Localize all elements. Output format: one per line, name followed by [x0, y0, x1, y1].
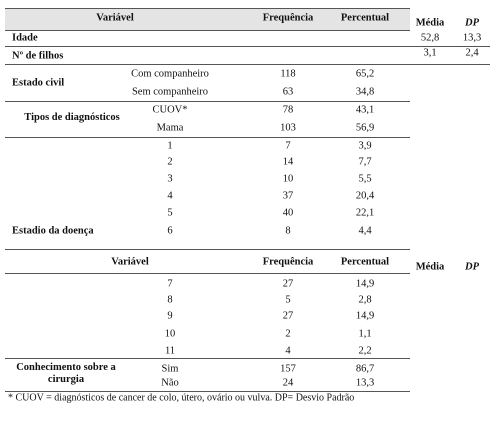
category-cell: Com companheiro — [131, 68, 209, 80]
rule — [5, 46, 490, 47]
category-cell: 10 — [164, 328, 176, 340]
percent-cell: 20,4 — [355, 190, 375, 202]
header-cell: Variável — [96, 12, 134, 24]
category-cell: 6 — [167, 225, 173, 237]
frequency-cell: 27 — [282, 310, 294, 322]
frequency-cell: 78 — [282, 104, 294, 116]
category-cell: 9 — [167, 310, 173, 322]
header-cell: Média — [415, 17, 445, 29]
header-fill — [5, 8, 410, 30]
frequency-cell: 37 — [282, 190, 294, 202]
category-cell: Não — [161, 377, 179, 389]
row-label: Estadio da doença — [12, 225, 94, 237]
percent-cell: 2,8 — [358, 294, 372, 306]
header-cell: Média — [415, 261, 445, 273]
frequency-cell: 40 — [282, 207, 294, 219]
frequency-cell: 24 — [282, 377, 294, 389]
header-cell: Percentual — [340, 256, 390, 268]
rule — [5, 391, 410, 392]
percent-cell: 7,7 — [358, 156, 372, 168]
category-cell: Sem companheiro — [131, 86, 209, 98]
frequency-cell: 103 — [280, 122, 296, 134]
row-label: Conhecimento sobre a cirurgia — [16, 362, 116, 385]
mean-cell: 52,8 — [420, 32, 440, 44]
percent-cell: 2,2 — [358, 345, 372, 357]
rule — [5, 273, 410, 274]
category-cell: Sim — [161, 363, 179, 375]
percent-cell: 5,5 — [358, 173, 372, 185]
category-cell: CUOV* — [152, 104, 188, 116]
frequency-cell: 2 — [285, 328, 291, 340]
footnote: * CUOV = diagnósticos de cancer de colo,… — [8, 392, 355, 404]
category-cell: 2 — [167, 156, 173, 168]
sd-cell: 2,4 — [465, 47, 479, 59]
frequency-cell: 5 — [285, 294, 291, 306]
header-cell: Frequência — [262, 12, 314, 24]
rule — [5, 8, 410, 9]
header-cell: Variável — [111, 256, 149, 268]
frequency-cell: 27 — [282, 278, 294, 290]
rule — [5, 64, 490, 65]
percent-cell: 14,9 — [355, 278, 375, 290]
header-cell: Percentual — [340, 12, 390, 24]
frequency-cell: 10 — [282, 173, 294, 185]
row-label: Nº de filhos — [12, 50, 64, 62]
percent-cell: 1,1 — [358, 328, 372, 340]
percent-cell: 13,3 — [355, 377, 375, 389]
frequency-cell: 7 — [285, 140, 291, 152]
percent-cell: 22,1 — [355, 207, 375, 219]
frequency-cell: 14 — [282, 156, 294, 168]
category-cell: 7 — [167, 278, 173, 290]
percent-cell: 14,9 — [355, 310, 375, 322]
category-cell: 5 — [167, 207, 173, 219]
percent-cell: 43,1 — [355, 104, 375, 116]
rule — [5, 249, 410, 250]
category-cell: 11 — [164, 345, 176, 357]
category-cell: 4 — [167, 190, 173, 202]
percent-cell: 86,7 — [355, 363, 375, 375]
percent-cell: 65,2 — [355, 68, 375, 80]
frequency-cell: 118 — [280, 68, 296, 80]
row-label: Estado civil — [12, 77, 65, 89]
category-cell: Mama — [156, 122, 184, 134]
frequency-cell: 8 — [285, 225, 291, 237]
rule — [5, 137, 410, 138]
sd-cell: 13,3 — [462, 32, 482, 44]
frequency-cell: 157 — [280, 363, 296, 375]
category-cell: 1 — [167, 140, 173, 152]
category-cell: 8 — [167, 294, 173, 306]
header-cell: DP — [465, 17, 479, 29]
percent-cell: 4,4 — [358, 225, 372, 237]
mean-cell: 3,1 — [423, 47, 437, 59]
percent-cell: 56,9 — [355, 122, 375, 134]
frequency-cell: 4 — [285, 345, 291, 357]
row-label: Tipos de diagnósticos — [24, 112, 120, 123]
rule — [5, 101, 410, 102]
rule — [5, 30, 410, 31]
rule — [5, 358, 410, 359]
row-label: Idade — [12, 32, 38, 44]
category-cell: 3 — [167, 173, 173, 185]
percent-cell: 3,9 — [358, 140, 372, 152]
header-cell: DP — [465, 261, 479, 273]
frequency-cell: 63 — [282, 86, 294, 98]
percent-cell: 34,8 — [355, 86, 375, 98]
header-cell: Frequência — [262, 256, 314, 268]
